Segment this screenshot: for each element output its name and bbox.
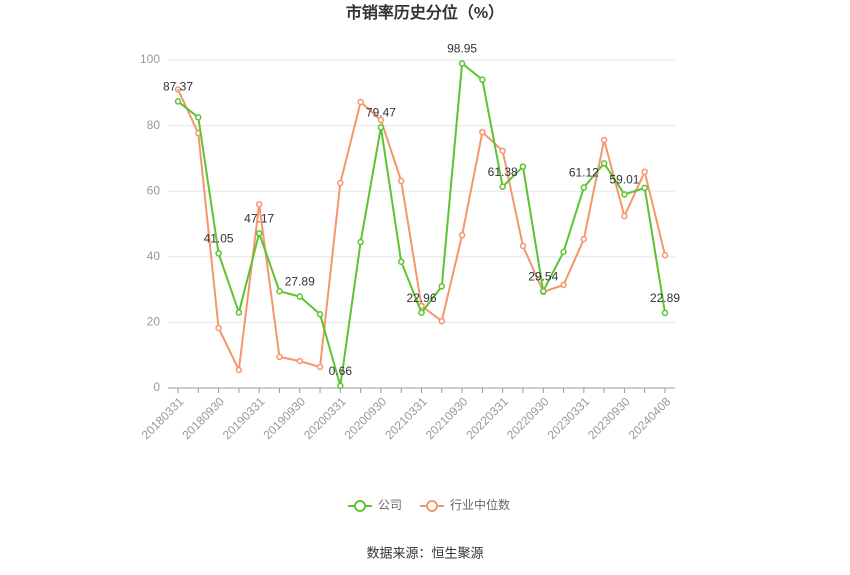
data-label: 59.01 xyxy=(609,173,639,187)
data-point xyxy=(540,287,547,295)
data-label: 61.12 xyxy=(569,166,599,180)
x-tick-label: 20230331 xyxy=(545,394,593,442)
x-tick-label: 20210930 xyxy=(423,394,471,442)
data-point xyxy=(174,98,182,105)
x-tick-label: 20190331 xyxy=(220,394,268,442)
data-point xyxy=(438,317,446,325)
data-point xyxy=(600,160,608,167)
data-label: 22.89 xyxy=(650,291,680,305)
data-point xyxy=(377,116,385,124)
data-point xyxy=(195,114,202,121)
y-tick-label: 80 xyxy=(147,118,161,132)
data-point xyxy=(438,283,446,290)
legend-label: 公司 xyxy=(378,498,402,512)
data-point xyxy=(255,230,263,237)
data-point xyxy=(519,242,527,250)
data-label: 87.37 xyxy=(163,80,193,94)
legend-item: 行业中位数 xyxy=(420,497,510,512)
data-point xyxy=(397,258,405,265)
data-point xyxy=(519,163,527,170)
legend-label: 行业中位数 xyxy=(450,497,510,512)
data-label: 61.38 xyxy=(488,165,518,179)
x-tick-label: 20200930 xyxy=(342,394,390,442)
data-point xyxy=(357,238,364,246)
x-tick-label: 20210331 xyxy=(382,394,430,442)
data-point xyxy=(418,309,425,316)
y-tick-label: 60 xyxy=(147,183,161,197)
data-point xyxy=(316,310,324,318)
legend-item: 公司 xyxy=(348,498,402,512)
data-point xyxy=(397,177,405,185)
series-line xyxy=(177,89,666,374)
data-label: 41.05 xyxy=(204,232,234,246)
data-point xyxy=(661,309,669,317)
data-point xyxy=(458,60,466,67)
legend-marker xyxy=(426,500,439,512)
data-point xyxy=(316,363,324,371)
data-point xyxy=(215,324,222,332)
x-tick-label: 20190930 xyxy=(260,394,308,442)
data-point xyxy=(600,136,608,144)
data-point xyxy=(621,191,628,198)
data-label: 79.47 xyxy=(366,106,396,120)
y-tick-label: 40 xyxy=(147,249,161,263)
data-point xyxy=(621,212,628,220)
data-point xyxy=(560,248,567,256)
data-point xyxy=(235,366,243,374)
data-point xyxy=(215,250,222,257)
data-point xyxy=(580,235,588,243)
x-tick-label: 20180930 xyxy=(179,394,227,442)
data-label: 98.95 xyxy=(447,42,477,56)
data-point xyxy=(276,353,283,361)
data-point xyxy=(337,382,344,390)
data-point xyxy=(296,293,303,300)
source-note: 数据来源：恒生聚源 xyxy=(366,545,483,560)
x-tick-label: 20240408 xyxy=(626,394,674,442)
data-point xyxy=(276,287,283,295)
y-tick-label: 100 xyxy=(140,52,160,66)
data-point xyxy=(641,168,648,176)
y-tick-label: 0 xyxy=(153,380,160,394)
data-label: 29.54 xyxy=(528,269,558,283)
data-label: 27.89 xyxy=(285,275,315,289)
data-point xyxy=(255,201,263,208)
x-tick-label: 20220331 xyxy=(463,394,511,442)
data-point xyxy=(357,98,364,106)
legend-marker xyxy=(354,500,366,512)
data-point xyxy=(479,128,486,136)
data-label: 22.96 xyxy=(406,291,436,305)
data-point xyxy=(499,183,506,190)
data-point xyxy=(661,251,669,259)
data-point xyxy=(296,357,303,365)
data-point xyxy=(337,179,344,187)
x-tick-label: 20200331 xyxy=(301,394,349,442)
data-label: 0.66 xyxy=(329,364,353,378)
data-point xyxy=(641,184,648,192)
x-tick-label: 20220930 xyxy=(504,394,552,442)
data-point xyxy=(560,281,567,289)
data-point xyxy=(458,231,466,239)
y-tick-label: 20 xyxy=(147,315,161,329)
data-point xyxy=(499,147,506,155)
data-label: 47.17 xyxy=(244,211,274,225)
chart-title: 市销率历史分位（%） xyxy=(346,3,504,22)
x-tick-label: 20230930 xyxy=(585,394,633,442)
data-point xyxy=(235,309,243,316)
data-point xyxy=(174,86,182,93)
x-tick-label: 20180331 xyxy=(139,394,187,442)
data-point xyxy=(580,184,588,191)
data-point xyxy=(377,124,385,131)
data-point xyxy=(479,76,486,83)
